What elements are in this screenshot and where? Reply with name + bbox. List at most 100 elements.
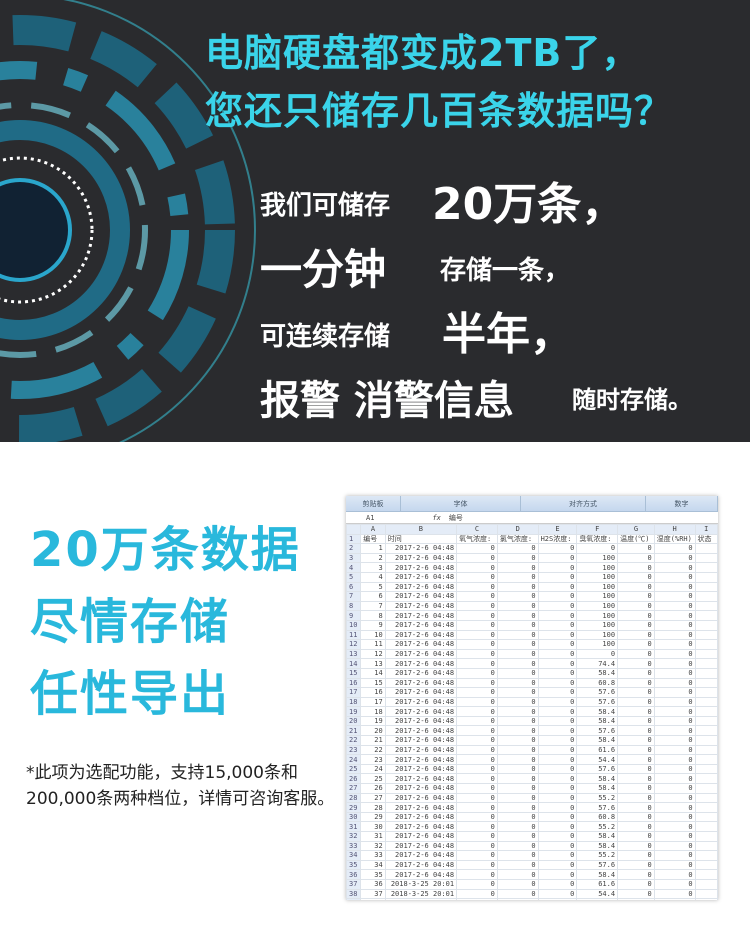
table-cell: 0	[496, 763, 539, 775]
table-cell: 35	[360, 869, 386, 880]
table-cell: 0	[496, 581, 539, 593]
table-cell: 2017-2-6 04:48	[384, 696, 458, 708]
row-number: 23	[346, 744, 362, 756]
table-cell: 0	[617, 658, 655, 669]
table-cell: 0	[537, 667, 578, 679]
table-cell: 0	[456, 619, 498, 631]
table-cell: 0	[496, 562, 539, 573]
table-cell: 0	[496, 687, 539, 698]
table-cell: 0	[653, 591, 696, 602]
row-number: 31	[346, 821, 362, 832]
table-cell: 19	[360, 715, 386, 727]
table-cell: 0	[617, 754, 655, 765]
table-cell	[694, 658, 718, 669]
line1-a: 我们可储存	[260, 191, 391, 221]
row-number: 3	[346, 552, 362, 564]
fx-icon: fx	[432, 513, 441, 522]
header-cell: 时间	[384, 533, 458, 545]
table-cell: 22	[360, 744, 386, 756]
table-cell: 2017-2-6 04:48	[384, 629, 458, 641]
table-cell	[694, 783, 718, 794]
row-number: 4	[346, 562, 362, 573]
header-cell: H2S浓度:	[537, 533, 578, 545]
row-number: 10	[346, 619, 362, 631]
table-cell: 0	[653, 783, 696, 794]
table-cell: 100	[576, 581, 619, 593]
table-cell: 58.4	[576, 667, 619, 679]
table-row: 3 2 2017-2-6 04:48 0 0 0 100 0 0	[346, 552, 718, 564]
table-cell: 0	[456, 840, 498, 852]
table-cell: 54.4	[576, 754, 619, 765]
table-row: 9 8 2017-2-6 04:48 0 0 0 100 0 0	[346, 610, 718, 621]
table-cell: 0	[617, 571, 655, 583]
table-cell: 55.2	[576, 850, 619, 861]
row-number: 17	[346, 687, 362, 698]
row-number: 5	[346, 571, 362, 583]
row-number: 25	[346, 763, 362, 775]
spreadsheet-screenshot: 剪贴板 字体 对齐方式 数字 A1 fx 编号 A B C D E F G H I 1 编号 时间 氧气…	[346, 496, 718, 900]
table-cell: 0	[456, 610, 498, 621]
table-cell: 0	[496, 744, 539, 756]
option-note: *此项为选配功能，支持15,000条和200,000条两种档位，详情可咨询客服。	[26, 763, 335, 809]
table-cell: 2017-2-6 04:48	[384, 840, 458, 852]
table-cell	[694, 600, 718, 612]
table-cell: 0	[456, 629, 498, 641]
table-cell: 0	[653, 715, 696, 727]
table-cell: 0	[653, 831, 696, 842]
table-cell: 21	[360, 735, 386, 746]
table-cell: 0	[653, 639, 696, 650]
row-number: 9	[346, 610, 362, 621]
table-cell: 0	[537, 610, 578, 621]
table-cell: 0	[496, 600, 539, 612]
table-cell: 2018-3-25 20:01	[384, 888, 458, 900]
table-cell: 0	[537, 581, 578, 593]
table-cell: 0	[496, 783, 539, 794]
table-cell: 0	[537, 629, 578, 641]
table-cell: 58.4	[576, 840, 619, 852]
table-cell: 2017-2-6 04:48	[384, 667, 458, 679]
table-cell: 27	[360, 792, 386, 804]
table-cell: 0	[496, 658, 539, 669]
table-cell: 0	[653, 735, 696, 746]
table-cell: 0	[496, 840, 539, 852]
column-header: C	[456, 524, 498, 535]
table-cell: 2017-2-6 04:48	[384, 543, 458, 554]
table-cell: 2017-2-6 04:48	[384, 639, 458, 650]
row-number: 2	[346, 543, 362, 554]
table-cell: 0	[456, 783, 498, 794]
table-cell: 0	[496, 715, 539, 727]
table-cell: 55.2	[576, 821, 619, 832]
table-cell: 0	[537, 802, 578, 813]
table-cell	[694, 850, 718, 861]
table-cell	[694, 667, 718, 679]
table-cell: 0	[617, 840, 655, 852]
table-cell: 0	[537, 840, 578, 852]
table-cell	[694, 543, 718, 554]
table-cell: 57.6	[576, 696, 619, 708]
table-cell: 0	[456, 562, 498, 573]
table-cell: 0	[617, 677, 655, 689]
table-cell: 24	[360, 763, 386, 775]
table-cell: 0	[496, 898, 539, 900]
table-cell: 0	[653, 773, 696, 785]
table-row: 38 37 2018-3-25 20:01 0 0 0 54.4 0 0	[346, 888, 718, 900]
table-cell: 10	[360, 629, 386, 641]
table-cell: 0	[496, 629, 539, 641]
table-cell: 57.6	[576, 763, 619, 775]
ribbon-font: 字体	[401, 496, 521, 511]
table-cell	[694, 591, 718, 602]
table-cell: 2017-2-6 04:48	[384, 600, 458, 612]
table-cell: 100	[576, 571, 619, 583]
table-cell	[694, 715, 718, 727]
table-cell: 0	[653, 754, 696, 765]
table-cell: 0	[496, 667, 539, 679]
table-cell: 2017-2-6 04:48	[384, 581, 458, 593]
table-cell	[694, 802, 718, 813]
table-row: 30 29 2017-2-6 04:48 0 0 0 60.8 0 0	[346, 811, 718, 823]
table-cell: 12	[360, 648, 386, 660]
hero-banner: 电脑硬盘都变成2TB了， 您还只储存几百条数据吗？ 我们可储存 20万条， 一分…	[0, 0, 750, 442]
table-cell	[694, 610, 718, 621]
table-cell: 2017-2-6 04:48	[384, 725, 458, 737]
table-row: 19 18 2017-2-6 04:48 0 0 0 58.4 0 0	[346, 706, 718, 717]
